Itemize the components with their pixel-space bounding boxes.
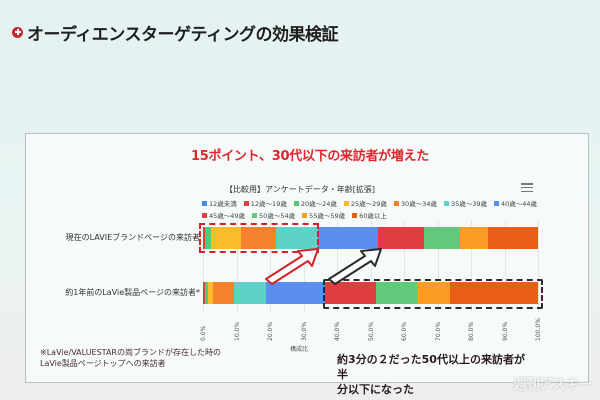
- bar-segment[interactable]: [376, 282, 417, 304]
- row-label-current: 現在のLAVIEブランドページの来訪者: [65, 233, 200, 242]
- legend-swatch: [202, 200, 207, 206]
- bar-segment[interactable]: [211, 227, 242, 249]
- legend-label: 45歳～49歳: [209, 212, 246, 220]
- legend-label: 12歳未満: [209, 200, 237, 208]
- bar-segment[interactable]: [213, 282, 235, 304]
- legend-swatch: [302, 212, 308, 218]
- bar-segment[interactable]: [460, 227, 489, 249]
- legend-swatch: [352, 212, 358, 218]
- gridline: [538, 220, 539, 312]
- x-tick-label: 0.0%: [200, 325, 207, 341]
- x-tick-label: 50.0%: [367, 321, 375, 341]
- x-tick-label: 80.0%: [468, 321, 475, 341]
- slide-title-text: オーディエンスターゲティングの効果検証: [27, 24, 338, 45]
- x-tick-label: 100.0%: [535, 318, 542, 341]
- x-tick-label: 60.0%: [401, 321, 408, 341]
- bar-year-ago: [203, 282, 538, 304]
- footnote-line-2: LaVie製品ページトップへの来訪者: [40, 359, 166, 368]
- x-tick-label: 30.0%: [300, 321, 308, 341]
- bar-segment[interactable]: [488, 227, 538, 249]
- slide-title: オーディエンスターゲティングの効果検証: [12, 20, 338, 45]
- legend-swatch: [343, 200, 349, 206]
- x-tick-label: 70.0%: [434, 321, 442, 341]
- legend-item[interactable]: 12歳～19歳: [243, 198, 287, 208]
- legend-item[interactable]: 25歳～29歳: [343, 198, 387, 208]
- watermark: 週刊アスキー: [513, 377, 592, 393]
- bar-segment[interactable]: [266, 282, 326, 304]
- legend-label: 12歳～19歳: [250, 200, 287, 208]
- legend-item[interactable]: 55歳～59歳: [302, 210, 345, 220]
- legend-item[interactable]: 12歳未満: [202, 198, 237, 208]
- red-arrow-icon: [265, 248, 319, 285]
- legend-swatch: [243, 200, 249, 206]
- plus-circle-icon: [12, 26, 23, 38]
- gridline: [236, 220, 238, 312]
- legend-swatch: [252, 212, 258, 218]
- bar-segment[interactable]: [203, 227, 205, 249]
- x-axis-label: 構成比: [290, 346, 309, 353]
- legend-item[interactable]: 60歳以上: [352, 210, 387, 220]
- highlight-box-30s-and-under: [199, 223, 319, 253]
- bar-segment[interactable]: [204, 282, 209, 304]
- legend-swatch: [393, 200, 399, 206]
- bar-segment[interactable]: [417, 282, 451, 304]
- legend-label: 25歳～29歳: [350, 200, 387, 208]
- bar-segment[interactable]: [318, 227, 379, 249]
- legend-label: 40歳～44歳: [501, 200, 538, 208]
- gridline: [471, 220, 472, 312]
- chart-legend: 12歳未満 12歳～19歳 20歳～24歳 25歳～29歳 30歳～34歳 35歳～39歳…: [202, 198, 542, 220]
- bar-segment[interactable]: [205, 227, 212, 249]
- bar-segment[interactable]: [234, 282, 267, 304]
- bar-segment[interactable]: [208, 282, 214, 304]
- callout-line-2: 分以下になった: [337, 383, 414, 396]
- bar-current: [203, 227, 538, 249]
- callout-line-1: 約3分の２だった50代以上の来訪者が半: [337, 353, 525, 381]
- legend-swatch: [494, 200, 500, 206]
- headline: 15ポイント、30代以下の来訪者が増えた: [191, 149, 429, 164]
- gridline: [437, 220, 439, 312]
- chart-title: 【比較用】アンケートデータ・年齢[拡張]: [225, 185, 375, 194]
- row-label-year-ago: 約1年前のLaVie製品ページの来訪者*: [65, 288, 200, 297]
- callout-text: 約3分の２だった50代以上の来訪者が半 分以下になった: [337, 352, 527, 397]
- legend-item[interactable]: 35歳～39歳: [443, 198, 488, 208]
- x-tick-label: 10.0%: [233, 321, 241, 341]
- legend-label: 55歳～59歳: [309, 212, 346, 220]
- gridline: [303, 220, 305, 312]
- x-tick-label: 40.0%: [334, 321, 341, 341]
- footnote: ※LaVie/VALUESTARの両ブランドが存在した時の LaVie製品ページ…: [40, 347, 221, 369]
- bar-segment[interactable]: [378, 227, 424, 249]
- x-tick-label: 20.0%: [267, 321, 274, 341]
- bar-segment[interactable]: [325, 282, 377, 304]
- legend-label: 30歳～34歳: [400, 200, 437, 208]
- black-arrow-icon: [328, 248, 382, 285]
- legend-swatch: [202, 212, 207, 218]
- legend-item[interactable]: 45歳～49歳: [202, 210, 245, 220]
- legend-item[interactable]: 40歳～44歳: [494, 198, 537, 208]
- bar-segment[interactable]: [450, 282, 538, 304]
- legend-label: 50歳～54歳: [259, 212, 296, 220]
- legend-swatch: [443, 200, 449, 206]
- legend-item[interactable]: 50歳～54歳: [252, 210, 295, 220]
- legend-item[interactable]: 20歳～24歳: [293, 198, 337, 208]
- bar-segment[interactable]: [203, 282, 205, 304]
- gridline: [404, 220, 405, 312]
- hamburger-menu-icon[interactable]: [521, 183, 533, 192]
- footnote-line-1: ※LaVie/VALUESTARの両ブランドが存在した時の: [40, 348, 221, 357]
- x-tick-label: 90.0%: [501, 321, 509, 341]
- gridline: [270, 220, 271, 312]
- bar-segment[interactable]: [275, 227, 319, 249]
- gridline: [504, 220, 506, 312]
- legend-swatch: [293, 200, 299, 206]
- bar-segment[interactable]: [423, 227, 461, 249]
- legend-label: 35歳～39歳: [450, 200, 488, 208]
- bar-segment[interactable]: [241, 227, 276, 249]
- highlight-box-50s-and-over: [323, 279, 543, 309]
- legend-label: 20歳～24歳: [300, 200, 337, 208]
- gridline: [337, 220, 338, 312]
- legend-item[interactable]: 30歳～34歳: [393, 198, 437, 208]
- gridline: [203, 220, 204, 312]
- gridline: [370, 220, 372, 312]
- legend-label: 60歳以上: [359, 212, 387, 220]
